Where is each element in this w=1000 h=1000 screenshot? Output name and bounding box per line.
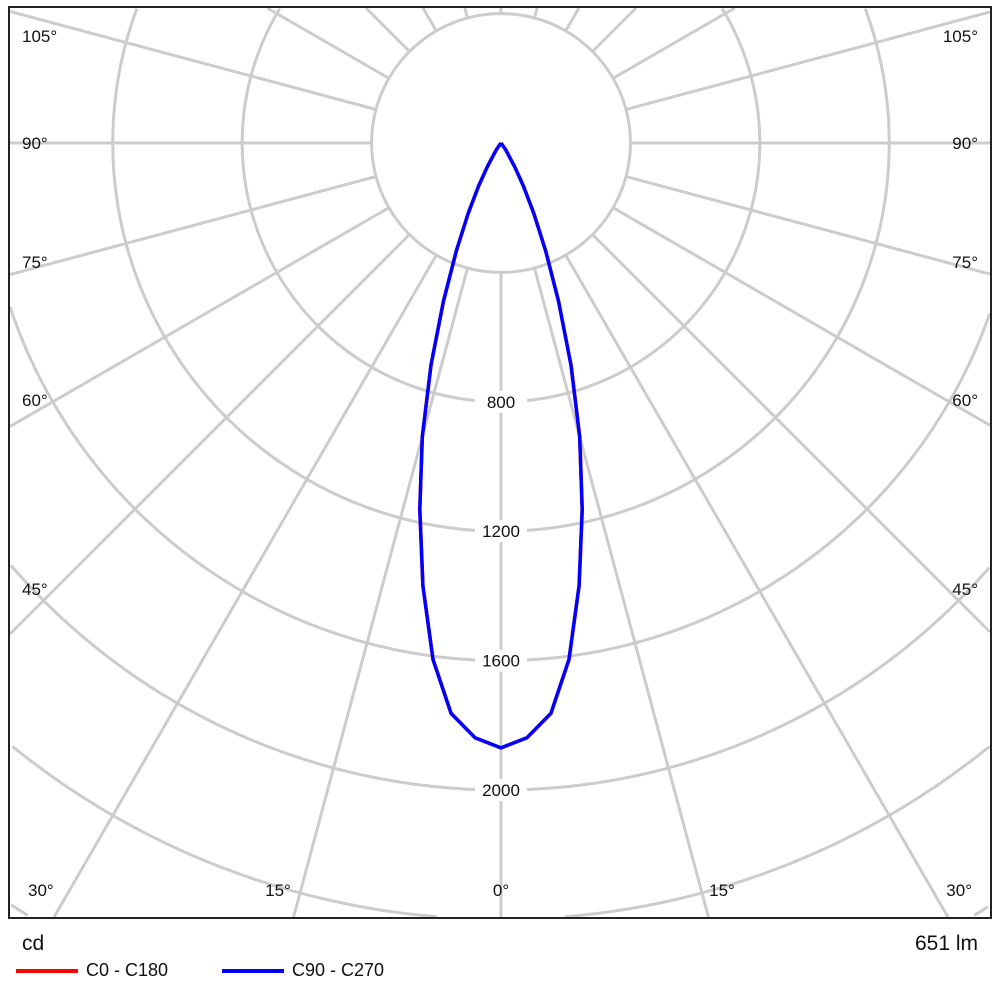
angle-label-bottom-15-right: 15° [709,881,735,900]
grid-radial-line [421,7,438,32]
grid-circle [11,745,991,919]
radial-tick-label: 1200 [482,522,520,541]
radial-tick-label: 1600 [482,652,520,671]
legend-swatch-blue [222,968,284,973]
grid-radial-line [9,175,377,277]
grid-radial-line [52,254,438,918]
angle-label-right-60: 60° [952,391,978,410]
angle-label-left-60: 60° [22,391,48,410]
angle-label-left-90: 90° [22,134,48,153]
grid-radial-line [9,206,390,428]
grid-radial-line [564,7,581,32]
angle-label-left-105: 105° [22,27,57,46]
grid-radial-line [292,267,469,918]
angle-label-right-75: 75° [952,253,978,272]
radial-label-bg [475,649,527,672]
legend-swatch-red [16,968,78,973]
angle-label-left-45: 45° [22,580,48,599]
angle-label-right-45: 45° [952,580,978,599]
angle-label-left-75: 75° [22,253,48,272]
angle-label-left-30: 30° [28,881,54,900]
grid-radial-line [9,9,377,111]
grid-radial-line [463,7,469,19]
curve-c90-c270 [418,141,584,750]
legend-item-c90-c270: C90 - C270 [222,960,384,981]
angle-labels: 105° 90° 75° 60° 45° 30° 105° 90° 75° 60… [22,27,978,900]
radial-label-bg [475,520,527,543]
grid-radial-line [591,6,638,53]
luminous-flux: 651 lm [914,932,978,955]
legend-label: C0 - C180 [86,960,169,980]
angle-label-bottom-15-left: 15° [265,881,291,900]
angle-label-right-30: 30° [946,881,972,900]
angle-label-bottom-0: 0° [493,881,509,900]
grid-circle [10,903,989,917]
radial-tick-label: 2000 [482,781,520,800]
radial-label-bg [475,779,527,801]
grid-radial-line [612,6,736,80]
curves [418,141,584,750]
plot-frame [8,6,992,919]
grid-radial-line [533,7,539,19]
grid-radial-line [591,233,992,634]
radial-label-bg [475,390,527,413]
grid-radial-line [533,267,710,918]
grid-radial-line [266,6,390,80]
grid-circle [240,8,762,404]
grid-radial-line [364,6,411,53]
angle-label-right-105: 105° [943,27,978,46]
grid-circle [111,8,891,533]
grid-radial-line [8,233,411,636]
grid-radial-line [625,175,991,276]
radial-tick-label: 800 [487,393,515,412]
legend-label: C90 - C270 [292,960,385,980]
grid-radial-line [625,10,991,111]
unit-label: cd [22,932,45,955]
angle-label-right-90: 90° [952,134,978,153]
grid-radial-line [612,206,991,427]
radial-tick-labels: 800 1200 1600 2000 [475,390,527,801]
legend-item-c0-c180: C0 - C180 [16,960,168,981]
grid-radial-line [564,254,950,918]
